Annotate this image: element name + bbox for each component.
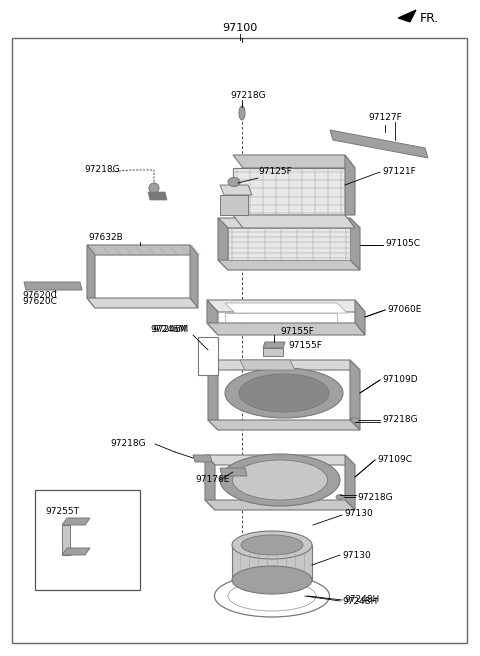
Polygon shape: [263, 342, 285, 348]
Text: 97105C: 97105C: [385, 239, 420, 249]
Polygon shape: [240, 360, 295, 370]
Ellipse shape: [351, 417, 359, 422]
Polygon shape: [207, 300, 218, 335]
Polygon shape: [225, 303, 347, 313]
Polygon shape: [330, 130, 428, 158]
Text: FR.: FR.: [420, 12, 439, 24]
Polygon shape: [193, 455, 212, 462]
Ellipse shape: [220, 454, 340, 506]
Text: 97255T: 97255T: [45, 508, 79, 516]
Polygon shape: [355, 300, 365, 335]
Text: 97246M: 97246M: [152, 325, 188, 335]
Text: 97620C: 97620C: [22, 298, 57, 306]
Text: 97218G: 97218G: [357, 493, 393, 501]
Polygon shape: [208, 360, 360, 370]
Polygon shape: [233, 215, 355, 228]
Polygon shape: [350, 218, 360, 270]
Text: 97632B: 97632B: [88, 234, 123, 243]
Polygon shape: [220, 468, 247, 476]
Polygon shape: [87, 245, 95, 308]
Text: 97060E: 97060E: [387, 304, 421, 314]
Polygon shape: [263, 348, 283, 356]
Polygon shape: [218, 218, 228, 270]
Text: 97218G: 97218G: [382, 415, 418, 424]
Polygon shape: [345, 155, 355, 215]
Ellipse shape: [215, 575, 329, 617]
Text: 97248H: 97248H: [342, 596, 377, 605]
Ellipse shape: [241, 535, 303, 555]
Polygon shape: [218, 218, 360, 228]
Polygon shape: [208, 420, 360, 430]
Ellipse shape: [232, 566, 312, 594]
Polygon shape: [350, 360, 360, 430]
Text: 97620C: 97620C: [22, 291, 57, 300]
Text: 97100: 97100: [222, 23, 258, 33]
Polygon shape: [225, 313, 337, 322]
Text: 97176E: 97176E: [195, 476, 229, 485]
Text: 97218G: 97218G: [230, 91, 266, 100]
Text: 97155F: 97155F: [288, 340, 322, 350]
Text: 97155F: 97155F: [280, 327, 314, 335]
Polygon shape: [345, 455, 355, 510]
Ellipse shape: [239, 374, 329, 412]
Text: 97109C: 97109C: [377, 455, 412, 464]
Polygon shape: [205, 455, 355, 465]
Text: 97130: 97130: [344, 510, 373, 518]
Ellipse shape: [232, 460, 327, 500]
Polygon shape: [398, 10, 416, 22]
Polygon shape: [207, 323, 365, 335]
Text: 97109D: 97109D: [382, 375, 418, 384]
Polygon shape: [218, 260, 360, 270]
Text: 97127F: 97127F: [368, 113, 402, 123]
Polygon shape: [87, 245, 198, 255]
Text: 97121F: 97121F: [382, 167, 416, 176]
Text: 97130: 97130: [342, 550, 371, 560]
Polygon shape: [205, 500, 355, 510]
Polygon shape: [62, 518, 90, 525]
Polygon shape: [220, 195, 248, 215]
Ellipse shape: [228, 178, 240, 186]
Polygon shape: [205, 455, 215, 510]
Bar: [198, 337, 218, 375]
Polygon shape: [190, 245, 198, 308]
Text: 97218G: 97218G: [110, 440, 145, 449]
Ellipse shape: [336, 495, 344, 499]
Polygon shape: [232, 545, 312, 580]
Polygon shape: [62, 525, 70, 555]
Polygon shape: [87, 298, 198, 308]
Ellipse shape: [149, 183, 159, 193]
Polygon shape: [148, 192, 167, 200]
Ellipse shape: [225, 368, 343, 418]
Polygon shape: [220, 185, 252, 195]
Polygon shape: [228, 228, 350, 260]
Text: 97125F: 97125F: [258, 167, 292, 176]
Polygon shape: [62, 548, 90, 555]
Text: 97246M: 97246M: [150, 325, 186, 335]
Ellipse shape: [239, 106, 245, 120]
Text: 97218G: 97218G: [84, 165, 120, 174]
Bar: [35, 490, 140, 590]
Text: 97248H: 97248H: [344, 594, 379, 604]
Polygon shape: [233, 155, 355, 168]
Ellipse shape: [228, 581, 316, 611]
Polygon shape: [207, 300, 365, 312]
Polygon shape: [24, 282, 82, 290]
Ellipse shape: [232, 531, 312, 559]
Polygon shape: [208, 360, 218, 430]
Polygon shape: [233, 168, 345, 215]
